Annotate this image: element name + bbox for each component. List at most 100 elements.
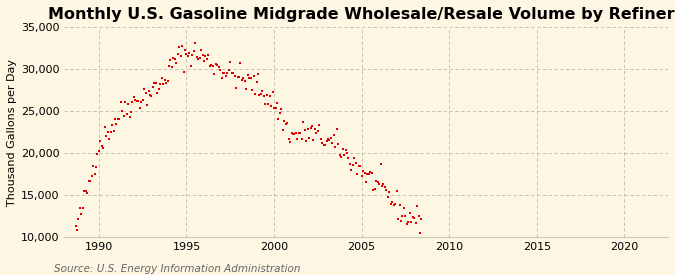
Point	[123, 102, 134, 106]
Point	[203, 53, 214, 57]
Point	[368, 188, 379, 192]
Point	[211, 62, 221, 66]
Point	[350, 161, 361, 165]
Point	[152, 91, 163, 95]
Point	[338, 147, 348, 151]
Point	[180, 48, 190, 52]
Point	[231, 86, 242, 90]
Point	[259, 94, 269, 98]
Point	[165, 58, 176, 63]
Point	[219, 71, 230, 75]
Point	[143, 89, 154, 93]
Point	[247, 87, 258, 92]
Point	[271, 101, 282, 106]
Point	[281, 121, 292, 125]
Point	[97, 144, 107, 149]
Point	[137, 97, 148, 102]
Point	[273, 117, 284, 121]
Point	[193, 57, 204, 62]
Point	[88, 164, 99, 168]
Point	[212, 63, 223, 67]
Point	[289, 132, 300, 136]
Point	[132, 99, 142, 103]
Point	[340, 148, 351, 152]
Point	[126, 110, 136, 114]
Point	[227, 71, 238, 75]
Point	[194, 56, 205, 61]
Point	[413, 213, 424, 218]
Point	[404, 211, 415, 215]
Point	[90, 165, 101, 169]
Point	[213, 65, 224, 70]
Point	[267, 90, 278, 94]
Point	[114, 117, 125, 122]
Point	[315, 137, 326, 142]
Point	[101, 134, 111, 138]
Point	[325, 135, 336, 140]
Point	[358, 168, 369, 173]
Point	[288, 132, 298, 136]
Point	[252, 72, 263, 76]
Point	[235, 61, 246, 65]
Point	[190, 41, 200, 45]
Point	[95, 139, 106, 143]
Point	[230, 74, 240, 78]
Point	[245, 76, 256, 81]
Point	[334, 152, 345, 157]
Point	[302, 126, 313, 131]
Point	[118, 114, 129, 118]
Point	[184, 51, 195, 56]
Point	[78, 206, 88, 210]
Point	[80, 188, 91, 193]
Point	[313, 129, 323, 134]
Point	[364, 171, 375, 176]
Point	[226, 71, 237, 75]
Point	[167, 65, 178, 69]
Point	[304, 136, 315, 141]
Point	[356, 174, 367, 178]
Point	[294, 131, 304, 136]
Point	[178, 70, 189, 74]
Point	[331, 127, 342, 131]
Point	[362, 171, 373, 176]
Point	[107, 123, 117, 128]
Point	[163, 64, 174, 68]
Point	[187, 52, 198, 57]
Point	[122, 112, 132, 116]
Point	[400, 214, 411, 218]
Point	[257, 89, 268, 93]
Point	[330, 144, 341, 149]
Point	[221, 74, 232, 79]
Point	[333, 142, 344, 146]
Point	[113, 117, 124, 122]
Point	[151, 81, 161, 85]
Point	[241, 86, 252, 91]
Point	[318, 143, 329, 147]
Point	[387, 200, 398, 204]
Point	[406, 220, 416, 225]
Text: Source: U.S. Energy Information Administration: Source: U.S. Energy Information Administ…	[54, 264, 300, 274]
Point	[86, 174, 97, 178]
Point	[234, 75, 244, 79]
Point	[177, 43, 188, 48]
Point	[410, 221, 421, 225]
Point	[392, 189, 402, 194]
Point	[117, 109, 128, 114]
Point	[346, 168, 357, 172]
Point	[372, 180, 383, 185]
Point	[207, 64, 218, 68]
Point	[133, 99, 144, 103]
Point	[76, 211, 87, 216]
Point	[171, 61, 182, 65]
Point	[344, 162, 355, 166]
Point	[348, 162, 358, 167]
Point	[134, 106, 145, 110]
Point	[162, 79, 173, 84]
Point	[225, 59, 236, 64]
Point	[414, 230, 425, 235]
Point	[378, 182, 389, 186]
Point	[232, 75, 243, 79]
Point	[285, 140, 296, 144]
Point	[265, 94, 275, 98]
Point	[306, 124, 317, 129]
